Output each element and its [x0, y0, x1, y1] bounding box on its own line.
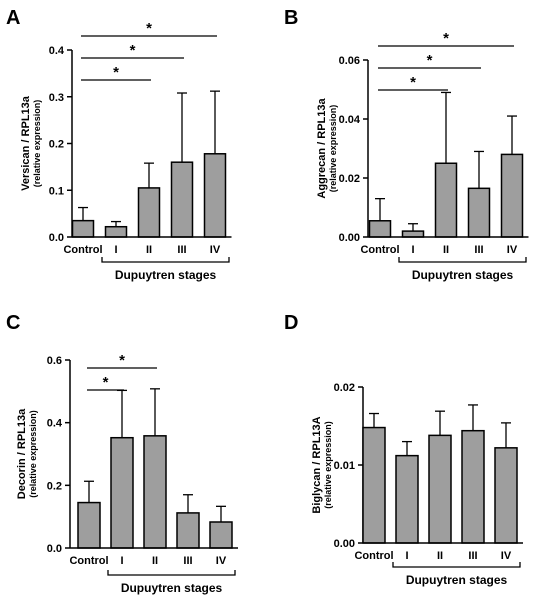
- x-tick-label: III: [474, 244, 483, 256]
- bar-i: [395, 454, 419, 544]
- y-tick-label: 0.01: [334, 460, 355, 472]
- bar-control: [77, 501, 101, 549]
- y-tick-label: 0.04: [339, 114, 361, 126]
- x-tick-label: III: [468, 550, 477, 562]
- bar-iv: [500, 153, 524, 238]
- x-tick-label: Control: [63, 244, 102, 256]
- x-tick-label: I: [405, 550, 408, 562]
- bar-iii: [467, 187, 491, 238]
- panel-label: B: [284, 7, 298, 29]
- stage-bracket: [398, 257, 527, 263]
- panel-a: A 0.0 0.1 0.2 0.3 0.4 Versican / RPL13a (relati…: [0, 0, 270, 295]
- x-tick-label: Control: [69, 555, 108, 567]
- stage-bracket: [107, 570, 236, 576]
- panel-b: B 0.00 0.02 0.04 0.06 Aggrecan / RPL13a (relat…: [278, 0, 548, 295]
- y-axis-sublabel: (relative expression): [323, 421, 333, 509]
- y-tick-label: 0.02: [334, 382, 355, 394]
- bar-iii: [461, 429, 485, 544]
- x-tick-label: IV: [216, 555, 227, 567]
- x-tick-label: III: [177, 244, 186, 256]
- panel-b-chart: B 0.00 0.02 0.04 0.06 Aggrecan / RPL13a (relat…: [284, 7, 529, 282]
- stage-bracket: [101, 257, 230, 263]
- x-tick-label: III: [183, 555, 192, 567]
- x-tick-label: IV: [210, 244, 221, 256]
- bar-i: [104, 225, 128, 238]
- x-tick-label: IV: [501, 550, 512, 562]
- y-tick-label: 0.0: [47, 543, 62, 555]
- significance-star: *: [130, 42, 136, 59]
- significance-star: *: [427, 52, 433, 69]
- y-tick-label: 0.2: [47, 480, 62, 492]
- y-axis-label: Aggrecan / RPL13a: [316, 97, 328, 198]
- y-tick-label: 0.02: [339, 173, 360, 185]
- y-axis-sublabel: (relative expression): [32, 100, 42, 188]
- bar-control: [362, 426, 386, 544]
- y-tick-label: 0.4: [49, 45, 65, 57]
- bar-ii: [143, 435, 167, 549]
- bar-iv: [209, 521, 233, 549]
- panel-a-chart: A 0.0 0.1 0.2 0.3 0.4 Versican / RPL13a (relati…: [6, 7, 232, 282]
- y-tick-label: 0.0: [49, 232, 64, 244]
- x-tick-label: II: [437, 550, 443, 562]
- bar-iv: [203, 153, 227, 238]
- y-tick-label: 0.00: [339, 232, 360, 244]
- y-axis-sublabel: (relative expression): [328, 105, 338, 193]
- x-axis-label: Dupuytren stages: [412, 268, 514, 282]
- panel-d-chart: D 0.00 0.01 0.02 Biglycan / RPL13A (relative …: [284, 312, 523, 587]
- y-axis-label: Versican / RPL13a: [20, 95, 32, 191]
- y-tick-label: 0.2: [49, 139, 64, 151]
- y-tick-label: 0.1: [49, 185, 64, 197]
- significance-star: *: [103, 374, 109, 391]
- x-tick-label: I: [114, 244, 117, 256]
- stage-bracket: [392, 562, 521, 568]
- y-axis-label: Biglycan / RPL13A: [311, 416, 323, 513]
- significance-star: *: [410, 74, 416, 91]
- bar-iv: [494, 447, 518, 544]
- bar-iii: [170, 161, 194, 238]
- bar-ii: [434, 162, 458, 238]
- significance-star: *: [443, 30, 449, 47]
- bar-i: [110, 436, 134, 549]
- y-tick-label: 0.06: [339, 55, 360, 67]
- bar-ii: [137, 187, 161, 238]
- x-tick-label: I: [411, 244, 414, 256]
- significance-star: *: [113, 64, 119, 81]
- significance-star: *: [146, 20, 152, 37]
- x-axis-label: Dupuytren stages: [121, 581, 223, 595]
- y-tick-label: 0.3: [49, 92, 64, 104]
- bar-control: [71, 219, 95, 238]
- x-axis-label: Dupuytren stages: [406, 573, 508, 587]
- significance-star: *: [119, 352, 125, 369]
- y-axis-sublabel: (relative expression): [28, 410, 38, 498]
- x-tick-label: IV: [507, 244, 518, 256]
- x-tick-label: Control: [360, 244, 399, 256]
- x-tick-label: Control: [354, 550, 393, 562]
- y-axis-label: Decorin / RPL13a: [16, 408, 28, 499]
- panel-label: D: [284, 312, 298, 334]
- bar-control: [368, 220, 392, 238]
- x-tick-label: II: [152, 555, 158, 567]
- y-tick-label: 0.6: [47, 355, 62, 367]
- x-axis-label: Dupuytren stages: [115, 268, 217, 282]
- bar-i: [401, 230, 425, 238]
- panel-c: C 0.0 0.2 0.4 0.6 Decorin / RPL13a (relative e…: [0, 305, 270, 600]
- y-tick-label: 0.4: [47, 418, 63, 430]
- panel-label: C: [6, 312, 20, 334]
- x-tick-label: II: [146, 244, 152, 256]
- panel-d: D 0.00 0.01 0.02 Biglycan / RPL13A (relative …: [278, 305, 548, 600]
- panel-label: A: [6, 7, 20, 29]
- bar-iii: [176, 512, 200, 549]
- x-tick-label: I: [120, 555, 123, 567]
- x-tick-label: II: [443, 244, 449, 256]
- panel-c-chart: C 0.0 0.2 0.4 0.6 Decorin / RPL13a (relative e…: [6, 312, 238, 595]
- y-tick-label: 0.00: [334, 538, 355, 550]
- bar-ii: [428, 434, 452, 544]
